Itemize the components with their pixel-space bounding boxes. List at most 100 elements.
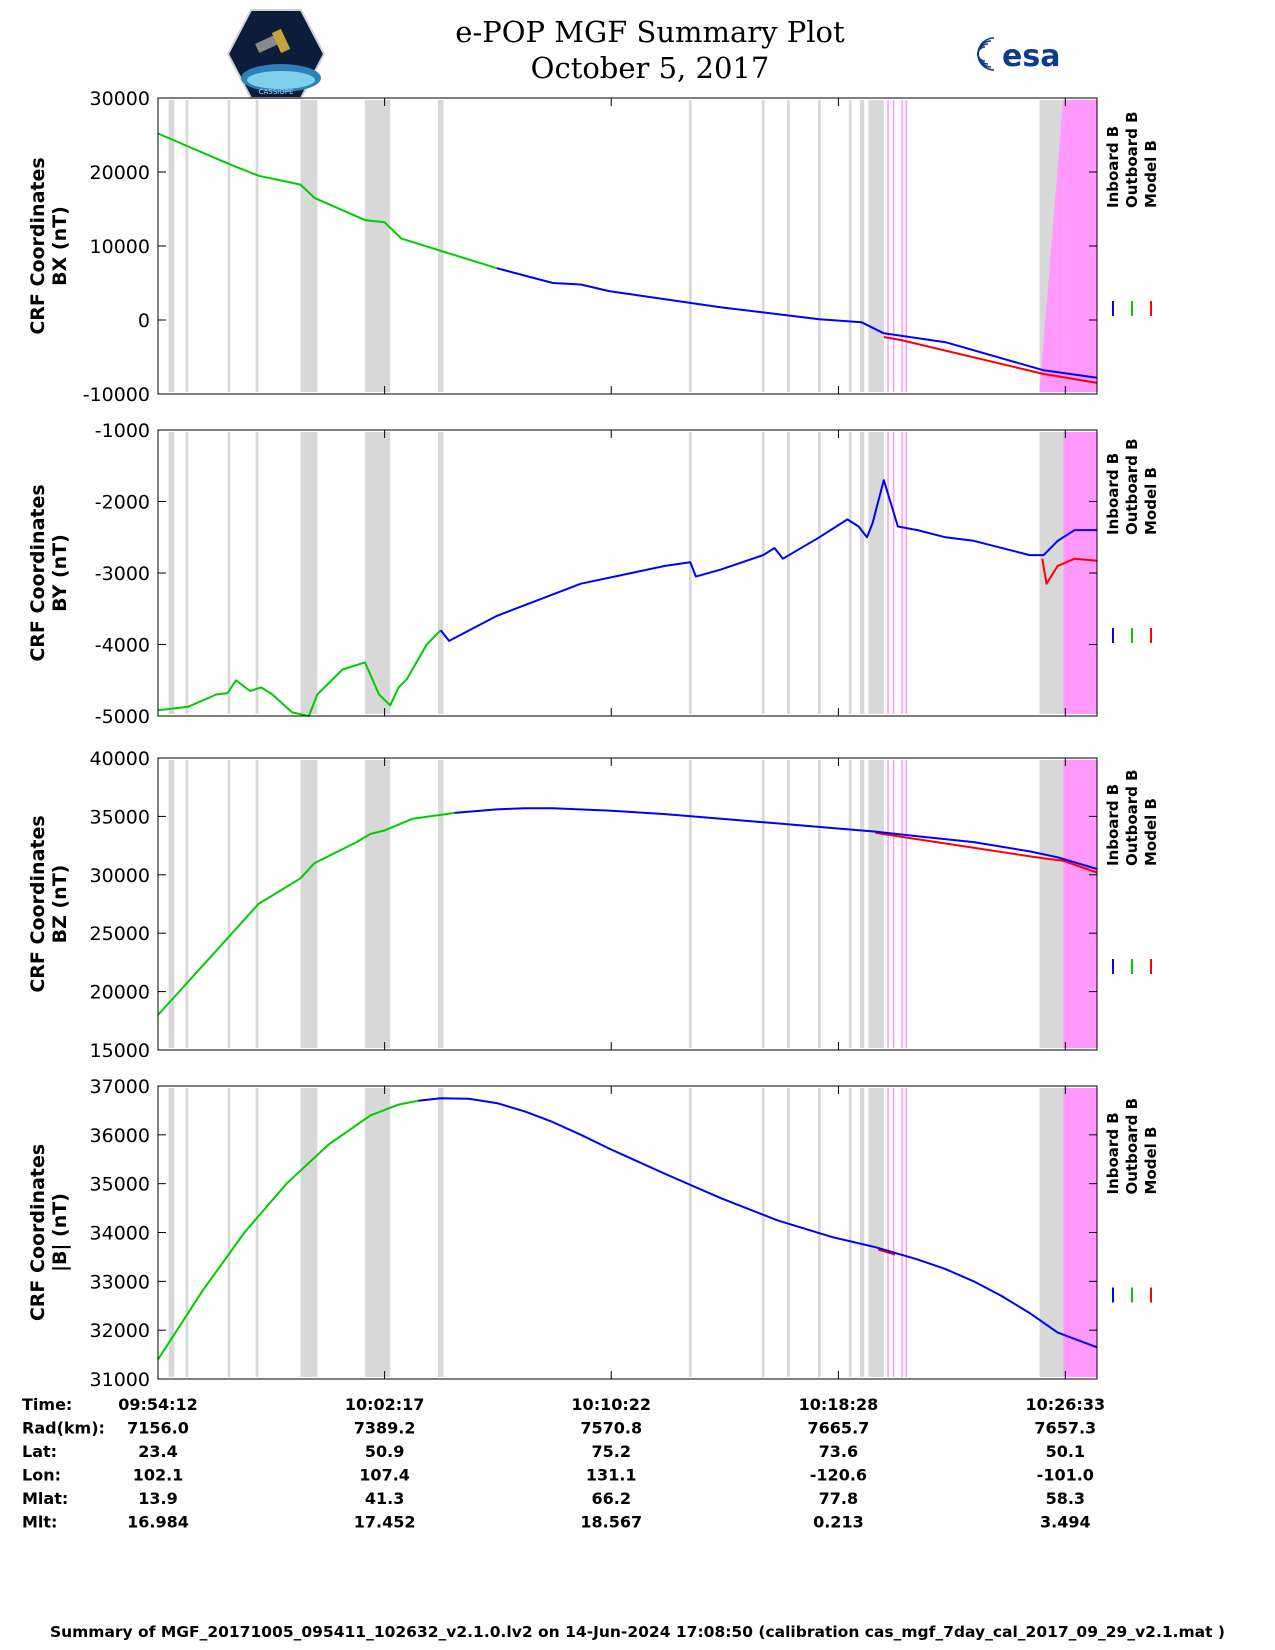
y-tick-label: -10000 — [83, 384, 150, 406]
ephemeris-value: 66.2 — [591, 1489, 630, 1508]
ephemeris-value: 10:02:17 — [345, 1395, 425, 1414]
legend-label: Model B — [1142, 798, 1160, 866]
y-tick-label: 0 — [138, 310, 150, 332]
y-tick-label: 37000 — [90, 1076, 150, 1098]
ephemeris-value: 73.6 — [819, 1442, 858, 1461]
gap-band — [787, 1088, 790, 1377]
legend-label: Inboard B — [1104, 784, 1122, 866]
gap-band — [817, 760, 821, 1048]
gap-band — [168, 100, 175, 392]
y-tick-label: 31000 — [90, 1369, 150, 1391]
gap-band — [787, 100, 790, 392]
series-outboard-b — [157, 811, 455, 1016]
ephemeris-value: 131.1 — [586, 1466, 637, 1485]
legend-label: Outboard B — [1123, 111, 1141, 208]
gap-band — [688, 760, 692, 1048]
series-inboard-b — [439, 479, 1097, 642]
ephemeris-value: 10:18:28 — [799, 1395, 879, 1414]
gap-band — [227, 432, 231, 714]
gap-band — [860, 1088, 865, 1377]
y-tick-label: -4000 — [95, 635, 150, 657]
gap-band — [761, 100, 765, 392]
gap-band — [817, 100, 821, 392]
y-tick-label: 25000 — [90, 923, 150, 945]
ephemeris-value: 0.213 — [813, 1513, 864, 1532]
series-model-b — [875, 831, 1098, 874]
y-tick-label: -2000 — [95, 492, 150, 514]
gap-band — [761, 432, 765, 714]
patch-text: CASSIOPE — [259, 88, 294, 96]
magenta-ramp — [1039, 98, 1064, 392]
ephemeris-value: 13.9 — [138, 1489, 177, 1508]
y-tick-label: -5000 — [95, 706, 150, 728]
y-tick-label: 34000 — [90, 1223, 150, 1245]
title-line-2: October 5, 2017 — [530, 51, 770, 85]
gap-band — [255, 100, 259, 392]
ephemeris-value: 18.567 — [580, 1513, 642, 1532]
ephemeris-row-label: Mlat: — [22, 1489, 68, 1508]
legend-label: Inboard B — [1104, 1112, 1122, 1194]
series-model-b — [1041, 557, 1098, 585]
ephemeris-value: 50.1 — [1046, 1442, 1085, 1461]
gap-band — [787, 760, 790, 1048]
gap-band — [437, 1088, 444, 1377]
gap-band — [185, 432, 189, 714]
gap-band — [168, 432, 175, 714]
series-outboard-b — [157, 629, 442, 717]
ephemeris-value: -120.6 — [810, 1466, 867, 1485]
ephemeris-value: 09:54:12 — [118, 1395, 198, 1414]
ephemeris-value: 23.4 — [138, 1442, 177, 1461]
gap-band — [255, 1088, 259, 1377]
gap-band — [860, 100, 865, 392]
gap-band — [688, 100, 692, 392]
gap-band — [868, 760, 884, 1048]
gap-band — [848, 432, 852, 714]
gap-band — [688, 1088, 692, 1377]
title-line-1: e-POP MGF Summary Plot — [455, 15, 845, 49]
gap-band — [868, 100, 884, 392]
gap-band — [787, 432, 790, 714]
ephemeris-value: 102.1 — [133, 1466, 184, 1485]
y-axis-label: CRF Coordinates — [27, 484, 49, 661]
ephemeris-value: 16.984 — [127, 1513, 189, 1532]
y-axis-label: BZ (nT) — [49, 865, 71, 944]
legend-label: Inboard B — [1104, 453, 1122, 535]
y-tick-label: 40000 — [90, 748, 150, 770]
gap-band — [860, 432, 865, 714]
ephemeris-value: 7389.2 — [354, 1419, 416, 1438]
gap-band — [761, 760, 765, 1048]
y-axis-label: CRF Coordinates — [27, 157, 49, 334]
axes-frame — [157, 757, 1098, 1051]
legend-label: Model B — [1142, 467, 1160, 535]
gap-band — [185, 1088, 189, 1377]
ephemeris-value: 7570.8 — [580, 1419, 642, 1438]
footer-caption: Summary of MGF_20171005_095411_102632_v2… — [49, 1623, 1226, 1641]
gap-band — [688, 432, 692, 714]
gap-band — [868, 1088, 884, 1377]
ephemeris-value: 17.452 — [354, 1513, 416, 1532]
y-tick-label: 10000 — [90, 236, 150, 258]
series-inboard-b — [454, 807, 1098, 870]
gap-band — [227, 1088, 231, 1377]
y-tick-label: 30000 — [90, 88, 150, 110]
ephemeris-value: 3.494 — [1040, 1513, 1091, 1532]
gap-band — [255, 432, 259, 714]
legend-label: Outboard B — [1123, 1098, 1141, 1195]
y-axis-label: CRF Coordinates — [27, 1144, 49, 1321]
axes-frame — [157, 97, 1098, 395]
gap-band — [437, 760, 444, 1048]
series-inboard-b — [496, 267, 1098, 379]
legend-label: Model B — [1142, 140, 1160, 208]
gap-band — [761, 1088, 765, 1377]
gap-band — [364, 760, 391, 1048]
y-axis-label: BY (nT) — [49, 534, 71, 612]
ephemeris-row-label: Lon: — [22, 1466, 61, 1485]
ephemeris-value: 7657.3 — [1034, 1419, 1096, 1438]
y-tick-label: 20000 — [90, 162, 150, 184]
y-axis-label: CRF Coordinates — [27, 815, 49, 992]
gap-band — [300, 760, 318, 1048]
gap-band — [848, 1088, 852, 1377]
gap-band — [1039, 760, 1064, 1048]
gap-band — [185, 100, 189, 392]
ephemeris-row-label: Time: — [22, 1395, 72, 1414]
